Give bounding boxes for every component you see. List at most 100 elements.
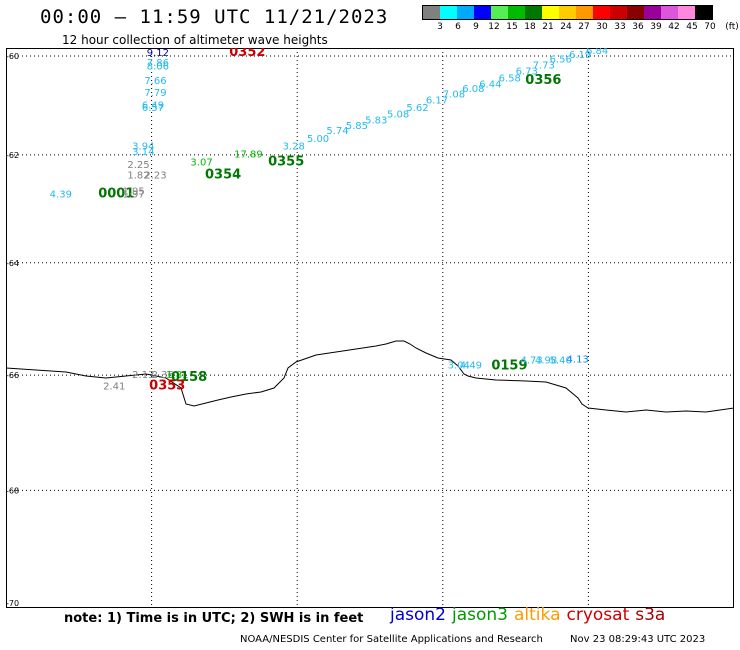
- wave-height-value: 6.73: [516, 66, 538, 77]
- pass-time-label: 0158: [171, 370, 207, 385]
- latitude-label: -68: [6, 486, 19, 495]
- wave-height-value: 3.07: [190, 157, 212, 168]
- satellite-legend: jason2 jason3 altika cryosat s3a: [390, 605, 671, 625]
- wave-height-value: 6.57: [142, 103, 164, 114]
- coastline: [6, 340, 734, 413]
- wave-height-value: 5.83: [365, 116, 387, 127]
- observation-labels: 4.39 0001 9.12 0352 7.868.06 7.667.79 6.496.57…: [50, 48, 609, 393]
- wave-height-value: 2.36: [152, 370, 174, 381]
- legend-swatch: [457, 6, 474, 19]
- wave-height-value: 7.08: [443, 90, 465, 101]
- pass-time-label: 0355: [268, 154, 304, 169]
- legend-swatch: [576, 6, 593, 19]
- satellite-cryosat: cryosat: [566, 605, 630, 625]
- longitude-label: 108: [143, 607, 160, 608]
- wave-height-value: 5.40: [550, 356, 572, 367]
- wave-height-value: 2.23: [144, 171, 166, 182]
- page-title: 00:00 – 11:59 UTC 11/21/2023: [40, 6, 389, 28]
- satellite-jason2: jason2: [390, 605, 446, 625]
- wave-height-value: 7.66: [144, 76, 166, 87]
- pass-time-label: 0352: [229, 48, 265, 60]
- wave-height-value: 3.04: [448, 360, 470, 371]
- legend-swatch: [542, 6, 559, 19]
- wave-height-value: 6.44: [479, 80, 501, 91]
- wave-height-value: 3.94: [132, 142, 154, 153]
- latitude-label: -60: [6, 52, 19, 61]
- page-subtitle: 12 hour collection of altimeter wave hei…: [62, 33, 328, 47]
- latitude-label: -62: [6, 151, 19, 160]
- latitude-label: -66: [6, 371, 19, 380]
- pass-time-label: 0001: [98, 186, 134, 201]
- satellite-jason3: jason3: [452, 605, 508, 625]
- wave-height-value: 3.14: [132, 147, 154, 158]
- map-grid: 105 108 111 114 117 120 -60 -62 -64 -66 -68 -70: [6, 48, 734, 608]
- legend-label: 15: [506, 22, 518, 32]
- legend-label: 39: [650, 22, 662, 32]
- wave-height-value: 4.98: [535, 356, 557, 367]
- legend-swatch: [610, 6, 627, 19]
- wave-height-value: 7.79: [144, 88, 166, 99]
- wave-height-value: 17.89: [234, 149, 263, 160]
- wave-height-value: 5.08: [387, 110, 409, 121]
- credit-line: NOAA/NESDIS Center for Satellite Applica…: [240, 634, 705, 645]
- legend-swatch: [593, 6, 610, 19]
- pass-time-label: 0354: [205, 168, 241, 183]
- legend-label: 45: [686, 22, 698, 32]
- wave-height-value: 4.49: [460, 360, 482, 371]
- legend-swatch: [525, 6, 542, 19]
- latitude-label: -64: [6, 259, 19, 268]
- latitude-label: -70: [6, 599, 19, 608]
- wave-height-map: 105 108 111 114 117 120 -60 -62 -64 -66 -68 -70 4.3…: [6, 48, 734, 608]
- wave-height-value: 5.62: [406, 103, 428, 114]
- wave-height-value: 7.73: [533, 61, 555, 72]
- wave-height-value: 5.85: [346, 121, 368, 132]
- wave-height-value: 1.97: [122, 189, 144, 200]
- wave-height-value: 4.39: [50, 189, 72, 200]
- wave-height-value: 6.08: [462, 84, 484, 95]
- color-legend: 3 6 9 12 15 18 21 24 27 30 33 36 39 42 45 70 (ft): [422, 5, 739, 34]
- legend-label: 3: [437, 22, 443, 32]
- wave-height-value: 6.84: [586, 48, 608, 57]
- generated-timestamp: Nov 23 08:29:43 UTC 2023: [570, 634, 706, 645]
- legend-swatch: [695, 6, 712, 19]
- wave-height-value: 5.00: [307, 134, 329, 145]
- legend-swatch: [661, 6, 678, 19]
- legend-label: 24: [560, 22, 572, 32]
- legend-labels: 3 6 9 12 15 18 21 24 27 30 33 36 39 42 45 70 (ft): [422, 22, 739, 34]
- legend-label: 18: [524, 22, 536, 32]
- map-frame: [6, 48, 734, 608]
- credit-text: NOAA/NESDIS Center for Satellite Applica…: [240, 634, 543, 645]
- longitude-label: 117: [580, 607, 597, 608]
- legend-label: 27: [578, 22, 590, 32]
- footnote: note: 1) Time is in UTC; 2) SWH is in fe…: [64, 611, 364, 626]
- wave-height-value: 1.82: [127, 171, 149, 182]
- longitude-label: 105: [6, 607, 23, 608]
- wave-height-value: 2.25: [127, 160, 149, 171]
- wave-height-value: 9.12: [147, 48, 169, 59]
- legend-swatch: [423, 6, 440, 19]
- longitude-label: 120: [717, 607, 734, 608]
- legend-swatch: [678, 6, 695, 19]
- legend-label: 42: [668, 22, 680, 32]
- wave-height-value: 6.19: [569, 50, 591, 61]
- legend-label: 12: [488, 22, 500, 32]
- wave-height-value: 4.73: [520, 356, 542, 367]
- wave-height-value: 6.49: [142, 101, 164, 112]
- legend-label: 30: [596, 22, 608, 32]
- legend-label: 21: [542, 22, 554, 32]
- satellite-altika: altika: [514, 605, 561, 625]
- pass-time-label: 0353: [149, 378, 185, 393]
- legend-swatches: [422, 5, 713, 20]
- legend-swatch: [627, 6, 644, 19]
- wave-height-value: 5.74: [326, 126, 348, 137]
- wave-height-value: 8.06: [147, 62, 169, 73]
- legend-label: 36: [632, 22, 644, 32]
- wave-height-value: 1.81: [166, 370, 188, 381]
- wave-height-value: 2.13: [132, 370, 154, 381]
- legend-label: 33: [614, 22, 626, 32]
- legend-swatch: [644, 6, 661, 19]
- legend-swatch: [491, 6, 508, 19]
- legend-swatch: [508, 6, 525, 19]
- wave-height-value: 6.58: [499, 73, 521, 84]
- wave-height-value: 4.13: [567, 355, 589, 366]
